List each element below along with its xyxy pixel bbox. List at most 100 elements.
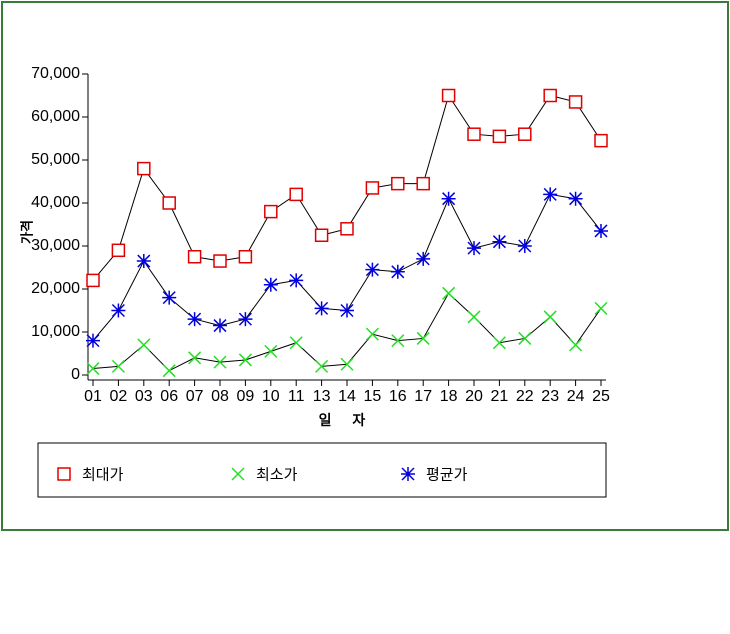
x-tick-label: 13 [313,388,331,405]
marker [264,204,278,219]
y-tick-label: 40,000 [31,194,80,211]
marker [492,336,506,350]
marker [314,228,329,242]
marker [289,336,303,350]
x-tick-label: 10 [262,388,280,405]
marker [365,327,379,341]
marker [264,344,278,358]
marker [416,331,430,345]
x-tick-label: 21 [491,388,509,405]
marker [416,176,430,191]
marker [441,191,456,206]
marker [289,187,303,202]
marker [492,234,507,249]
marker [568,191,583,206]
marker [213,254,227,268]
marker [314,301,329,316]
y-tick-label: 50,000 [31,151,80,168]
x-tick-label: 18 [440,388,458,405]
x-tick-label: 11 [288,388,305,405]
marker [162,364,176,378]
marker [238,353,252,367]
frame [1,1,729,531]
marker [568,95,583,109]
marker [238,312,253,327]
y-tick-label: 10,000 [31,323,80,340]
x-tick-label: 14 [338,388,356,405]
marker [111,359,125,373]
marker [569,338,583,352]
marker [188,351,202,365]
x-axis-label: 일 자 [319,413,374,429]
legend-label: 최소가 [256,466,298,484]
marker [416,251,431,266]
x-tick-label: 20 [465,388,483,405]
marker [401,467,415,481]
x-tick-label: 17 [414,388,432,405]
y-tick-label: 0 [71,366,80,383]
marker [213,318,227,333]
y-tick-label: 60,000 [31,108,80,125]
x-tick-label: 03 [135,388,153,405]
marker [137,338,151,352]
marker [162,196,176,210]
marker [263,277,278,292]
marker [390,264,405,279]
marker [86,273,100,288]
x-tick-label: 08 [211,388,229,405]
marker [543,88,557,103]
marker [517,239,532,253]
marker [187,250,202,264]
x-tick-label: 23 [541,388,559,405]
marker [442,286,456,300]
legend-box [37,442,607,498]
marker [111,303,126,318]
marker [365,181,380,195]
marker [594,301,608,315]
x-tick-label: 09 [237,388,255,405]
marker [391,334,405,348]
x-tick-label: 16 [389,388,407,405]
marker [340,357,354,371]
y-tick-label: 30,000 [31,237,80,254]
marker [518,331,532,345]
x-tick-label: 02 [110,388,128,405]
x-tick-label: 24 [567,388,585,405]
marker [594,223,608,238]
marker [137,161,151,176]
marker [340,222,354,236]
marker [492,129,507,144]
x-tick-label: 15 [364,388,382,405]
x-tick-label: 07 [186,388,204,405]
marker [238,250,253,264]
legend-label: 평균가 [426,466,468,484]
marker [86,362,100,376]
marker [187,312,202,327]
marker [467,310,481,324]
marker [543,310,557,324]
y-axis-label: 가격 [21,220,36,244]
marker [340,303,354,318]
x-tick-label: 25 [592,388,610,405]
marker [162,290,177,305]
marker [57,467,71,481]
marker [467,241,481,256]
y-tick-label: 20,000 [31,280,80,297]
x-tick-label: 06 [160,388,178,405]
marker [213,355,227,369]
marker [289,273,304,288]
y-tick-label: 70,000 [31,65,80,82]
marker [391,176,405,191]
legend-label: 최대가 [82,466,124,484]
x-tick-label: 22 [516,388,534,405]
marker [315,359,329,373]
marker [441,88,456,103]
marker [365,262,380,277]
marker [136,254,151,269]
marker [111,243,126,258]
marker [594,133,608,148]
marker [543,187,558,202]
marker [518,127,532,141]
